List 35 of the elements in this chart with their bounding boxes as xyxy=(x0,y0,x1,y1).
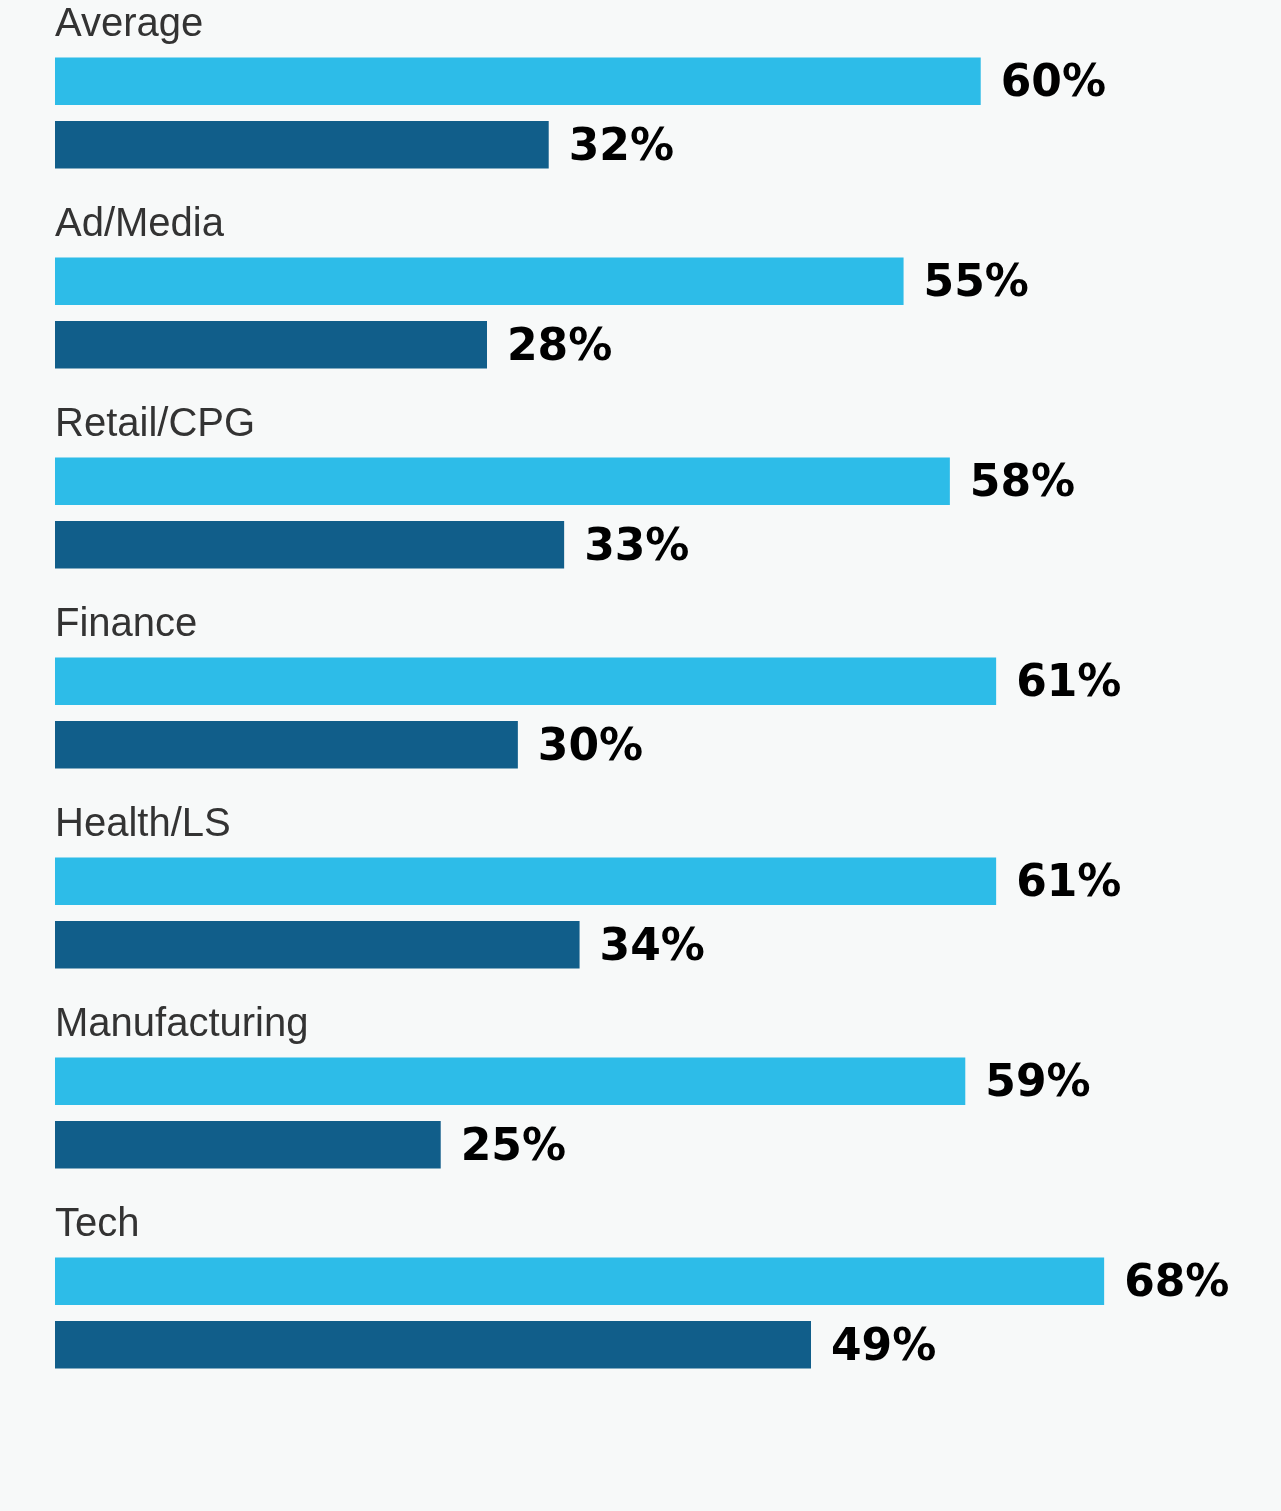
data-label: 58% xyxy=(969,455,1076,507)
y-tick-label: Retail/CPG xyxy=(55,400,256,444)
data-label: 25% xyxy=(460,1118,567,1170)
bar xyxy=(55,57,981,106)
bar xyxy=(55,120,549,169)
bar xyxy=(55,257,904,306)
data-label: 28% xyxy=(507,318,613,370)
bar xyxy=(55,520,565,569)
data-label: 33% xyxy=(584,518,690,570)
bar xyxy=(55,1057,966,1106)
bar xyxy=(55,720,518,769)
y-tick-label: Average xyxy=(55,0,204,44)
bar xyxy=(55,1120,441,1169)
data-label: 34% xyxy=(599,918,705,970)
bar xyxy=(55,1257,1105,1306)
y-tick-label: Finance xyxy=(55,600,198,644)
bar xyxy=(55,920,580,969)
y-tick-label: Health/LS xyxy=(55,800,231,844)
y-tick-label: Manufacturing xyxy=(55,1000,309,1044)
bar xyxy=(55,1320,811,1369)
data-label: 61% xyxy=(1016,855,1122,907)
data-label: 30% xyxy=(537,718,644,770)
data-label: 59% xyxy=(985,1055,1091,1107)
data-label: 55% xyxy=(923,255,1029,307)
bar xyxy=(55,320,487,369)
data-label: 61% xyxy=(1016,655,1122,707)
y-tick-label: Ad/Media xyxy=(55,200,225,244)
bar xyxy=(55,857,997,906)
data-label: 32% xyxy=(568,118,675,170)
data-label: 60% xyxy=(1000,55,1107,107)
data-label: 68% xyxy=(1124,1255,1230,1307)
bar xyxy=(55,657,997,706)
bar xyxy=(55,457,950,506)
data-label: 49% xyxy=(831,1318,937,1370)
y-tick-label: Tech xyxy=(55,1200,140,1244)
